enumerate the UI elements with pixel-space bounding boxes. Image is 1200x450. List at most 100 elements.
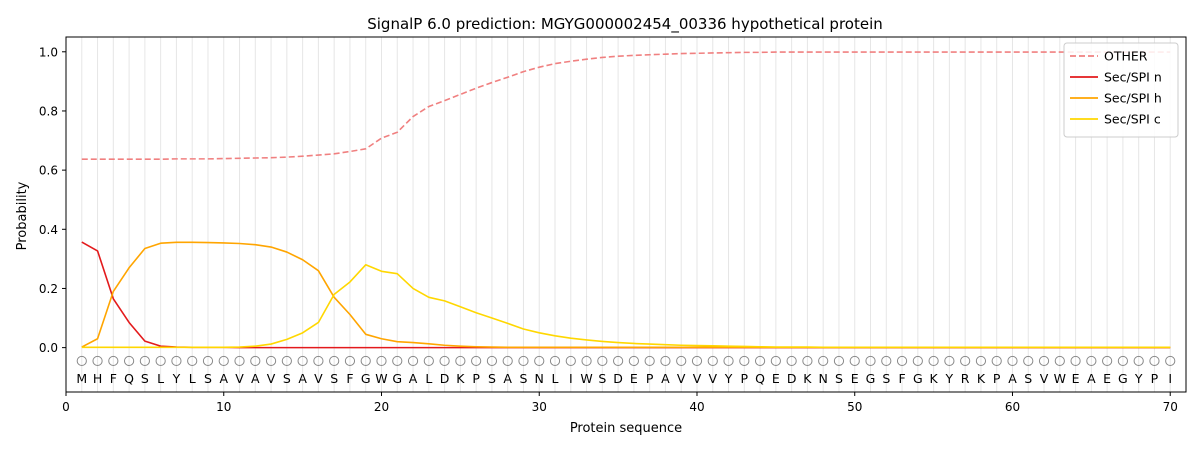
region-marker [928, 355, 939, 367]
chart-title: SignalP 6.0 prediction: MGYG000002454_00… [367, 15, 883, 34]
region-marker [313, 355, 324, 367]
region-marker [329, 355, 340, 367]
region-marker [234, 355, 245, 367]
residue-label: A [409, 371, 418, 386]
residue-label: M [76, 371, 87, 386]
y-tick-label: 0.0 [39, 341, 58, 355]
residue-label: A [661, 371, 670, 386]
region-marker [707, 355, 718, 367]
series-line-sec-spi-c [81, 263, 1171, 349]
residue-label: V [235, 371, 244, 386]
residue-label: I [1168, 371, 1172, 386]
x-axis-label: Protein sequence [570, 421, 682, 436]
residue-label: A [251, 371, 260, 386]
y-tick-label: 0.2 [39, 282, 58, 296]
residue-label: K [803, 371, 812, 386]
residue-label: R [961, 371, 970, 386]
region-marker [518, 355, 529, 367]
region-marker [991, 355, 1002, 367]
residue-label: Y [1134, 371, 1143, 386]
region-marker [1165, 355, 1176, 367]
x-tick-label: 30 [532, 400, 547, 414]
residue-label: V [708, 371, 717, 386]
region-marker [534, 355, 545, 367]
residue-label: F [110, 371, 117, 386]
residue-label: V [314, 371, 323, 386]
residue-label: S [283, 371, 291, 386]
y-tick-label: 0.4 [39, 223, 58, 237]
residue-label: V [267, 371, 276, 386]
y-tick-label: 0.6 [39, 164, 58, 178]
residue-label: A [219, 371, 228, 386]
x-tick-label: 40 [689, 400, 704, 414]
region-marker [108, 355, 119, 367]
y-axis-label: Probability [15, 181, 30, 250]
residue-label: V [1040, 371, 1049, 386]
region-marker [896, 355, 908, 367]
series-line-other [81, 51, 1171, 160]
residue-label: P [741, 371, 749, 386]
residue-label: Y [724, 371, 733, 386]
residue-label: F [898, 371, 905, 386]
residue-label: G [361, 371, 371, 386]
residue-label: E [851, 371, 859, 386]
residue-label: L [157, 371, 164, 386]
residue-label: I [569, 371, 573, 386]
region-marker [187, 355, 198, 367]
region-marker [455, 355, 466, 367]
residue-label: N [819, 371, 828, 386]
residue-label: S [204, 371, 212, 386]
residue-label: S [519, 371, 527, 386]
region-marker [581, 355, 592, 367]
x-tick-label: 70 [1163, 400, 1178, 414]
region-marker [139, 355, 150, 367]
residue-label: V [693, 371, 702, 386]
region-marker [754, 355, 766, 367]
residue-label: S [835, 371, 843, 386]
region-marker [881, 355, 892, 367]
residue-label: G [866, 371, 876, 386]
region-marker [1149, 355, 1160, 367]
region-marker [360, 355, 371, 367]
residue-label: H [93, 371, 102, 386]
region-marker [644, 355, 655, 367]
residue-label: K [930, 371, 939, 386]
region-marker [786, 355, 797, 367]
region-marker [739, 355, 750, 367]
region-marker [92, 355, 103, 367]
residue-label: P [472, 371, 480, 386]
legend: OTHER Sec/SPI n Sec/SPI h Sec/SPI c [1063, 42, 1179, 138]
residue-label: P [993, 371, 1001, 386]
residue-label: W [1054, 371, 1066, 386]
residue-label: S [330, 371, 338, 386]
residue-label: S [141, 371, 149, 386]
residue-label: A [298, 371, 307, 386]
region-marker [297, 355, 308, 367]
region-marker [250, 355, 261, 367]
residue-label: L [189, 371, 196, 386]
region-marker [281, 355, 292, 367]
residue-label: E [630, 371, 638, 386]
region-marker [1038, 355, 1050, 367]
region-marker [1023, 355, 1034, 367]
residue-label: F [346, 371, 353, 386]
region-marker [202, 355, 214, 367]
y-tick-label: 0.8 [39, 104, 58, 118]
residue-label: V [677, 371, 686, 386]
x-tick-label: 10 [216, 400, 231, 414]
region-marker [407, 355, 419, 367]
region-marker [486, 355, 498, 367]
residue-label: Q [755, 371, 765, 386]
region-marker [155, 355, 166, 367]
residue-label: K [456, 371, 465, 386]
region-marker [944, 355, 955, 367]
residue-label: D [787, 371, 797, 386]
region-marker [849, 355, 860, 367]
region-marker [1070, 355, 1081, 367]
x-axis-ticks: 0 10 20 30 40 50 60 70 [62, 392, 1178, 414]
region-marker [549, 355, 561, 367]
region-marker [423, 355, 434, 367]
residue-label: L [552, 371, 559, 386]
